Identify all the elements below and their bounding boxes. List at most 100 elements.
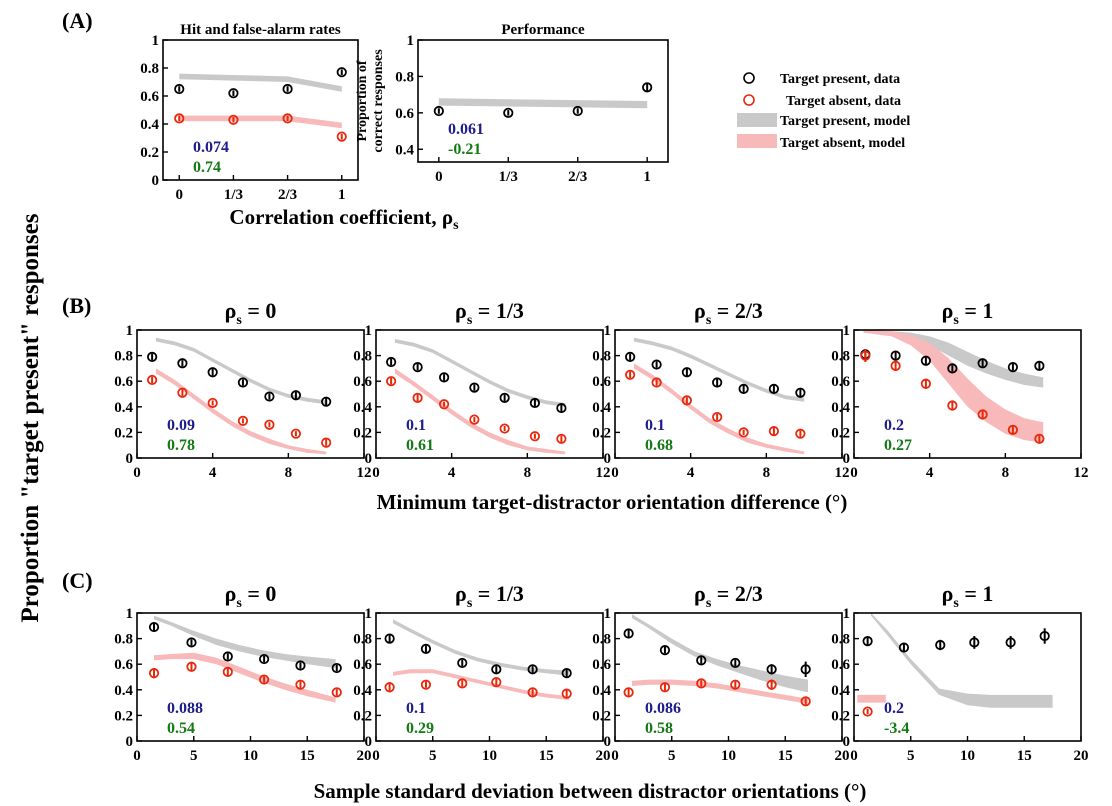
b2-present-point <box>469 382 480 393</box>
b1-present-point <box>321 396 332 407</box>
c1-xtick-label: 15 <box>300 748 315 764</box>
b1-title-rho: ρ <box>225 298 237 323</box>
b4-ytick-label: 1 <box>843 323 851 339</box>
b1-xtick-label: 8 <box>285 465 293 481</box>
c3-xtick-label: 10 <box>721 748 736 764</box>
c3-present-point <box>696 655 707 666</box>
c3-title-rho: ρ <box>694 581 706 606</box>
b3-title-rest: = 2/3 <box>711 298 763 323</box>
c4-ytick-label: 0.4 <box>831 683 850 699</box>
c1-title-sub: s <box>236 596 242 611</box>
b2-ytick-label: 0 <box>365 451 373 467</box>
b4-present-point <box>977 358 988 369</box>
c1-present-point <box>295 660 306 671</box>
b1-present-model-band <box>155 337 327 405</box>
a1-stat-2: 0.74 <box>193 159 221 176</box>
b2-present-point <box>529 397 541 409</box>
c2-present-model-band <box>393 619 569 676</box>
b3-title-rho: ρ <box>694 298 706 323</box>
c2-absent-point <box>491 677 502 688</box>
b3-title: ρs = 2/3 <box>694 298 763 328</box>
b1-title-rest: = 0 <box>242 298 277 323</box>
c1-present-point <box>186 637 197 648</box>
legend: Target present, data Target absent, data… <box>737 72 910 151</box>
b2-xtick-label: 8 <box>524 465 532 481</box>
c1-stat-2: 0.54 <box>167 720 195 737</box>
b2-present-point <box>386 356 397 368</box>
b2-absent-point <box>438 399 450 410</box>
b3-present-point <box>738 383 749 394</box>
c1-present-point <box>331 662 342 674</box>
b4-title: ρs = 1 <box>942 298 994 328</box>
a1-absent-point <box>228 114 239 125</box>
b3-xtick-label: 8 <box>763 465 771 481</box>
c3-title-sub: s <box>706 596 712 611</box>
c2-present-point <box>491 664 502 675</box>
c4-present-point <box>1005 637 1016 648</box>
b4-present-point <box>1034 360 1045 371</box>
a2-ytick-label: 0.6 <box>395 106 414 122</box>
c2-xtick-label: 15 <box>539 748 554 764</box>
a2-ytick-label: 0.8 <box>395 69 414 85</box>
a1-present-point <box>336 67 347 78</box>
b4-xtick-label: 8 <box>1002 465 1010 481</box>
c1-ytick-label: 0.8 <box>114 632 133 648</box>
c2-absent-point <box>457 678 468 689</box>
c3-present-point <box>800 664 811 675</box>
c3-ytick-label: 0.4 <box>592 683 611 699</box>
c1-xtick-label: 5 <box>190 748 198 764</box>
c1-ytick-label: 0 <box>126 734 134 750</box>
b1-ytick-label: 0.8 <box>114 349 133 365</box>
a2-title: Performance <box>501 22 585 38</box>
b2-ytick-label: 0.6 <box>353 374 372 390</box>
b1-present-point <box>237 377 249 388</box>
b3-present-point <box>651 359 662 370</box>
c3-present-point <box>623 628 634 639</box>
c2-absent-model-band <box>393 669 569 700</box>
a2-xtick-label: 0 <box>435 169 443 185</box>
b4-stat-2: 0.27 <box>884 437 912 454</box>
a1-title: Hit and false-alarm rates <box>180 22 341 38</box>
c4-ytick-label: 0.2 <box>831 708 850 724</box>
a1-axes-box <box>162 39 359 181</box>
b4-present-point <box>920 355 931 366</box>
b3-ytick-label: 0.2 <box>592 425 611 441</box>
c1-absent-model-band <box>154 652 336 703</box>
c4-ytick-label: 0 <box>843 734 851 750</box>
c2-xtick-label: 5 <box>429 748 437 764</box>
b2-title-sub: s <box>467 313 473 328</box>
b4-stat-1: 0.2 <box>884 417 904 434</box>
c1-present-point <box>148 621 160 633</box>
row-c-xlabel: Sample standard deviation between distra… <box>314 779 867 803</box>
b4-ytick-label: 0 <box>843 451 851 467</box>
c4-present-model-band <box>871 613 1053 708</box>
c4-ytick-label: 0.6 <box>831 657 850 673</box>
b4-absent-point <box>1007 424 1019 435</box>
c2-present-point <box>527 664 538 675</box>
c2-ytick-label: 0 <box>365 734 373 750</box>
b2-absent-point <box>386 376 397 387</box>
b2-absent-point <box>556 433 567 444</box>
c3-title: ρs = 2/3 <box>694 581 763 611</box>
b1-present-point <box>147 351 158 362</box>
c1-title-rho: ρ <box>225 581 237 606</box>
b1-absent-point <box>177 387 188 398</box>
b2-title-rest: = 1/3 <box>472 298 524 323</box>
a2-ylabel: Proportion of <box>355 60 370 141</box>
c2-title: ρs = 1/3 <box>455 581 524 611</box>
a1-present-point <box>174 83 185 95</box>
c1-ytick-label: 1 <box>126 606 134 622</box>
c4-xtick-label: 20 <box>1074 748 1089 764</box>
c2-title-sub: s <box>467 596 473 611</box>
c2-present-point <box>384 633 395 644</box>
c1-present-model-band <box>154 615 336 668</box>
c2-title-rest: = 1/3 <box>472 581 524 606</box>
c1-absent-point <box>331 687 342 698</box>
c1-absent-point <box>148 668 160 679</box>
b3-absent-point <box>738 427 749 438</box>
a1-absent-model-band <box>179 115 342 129</box>
c2-absent-point <box>420 679 432 690</box>
